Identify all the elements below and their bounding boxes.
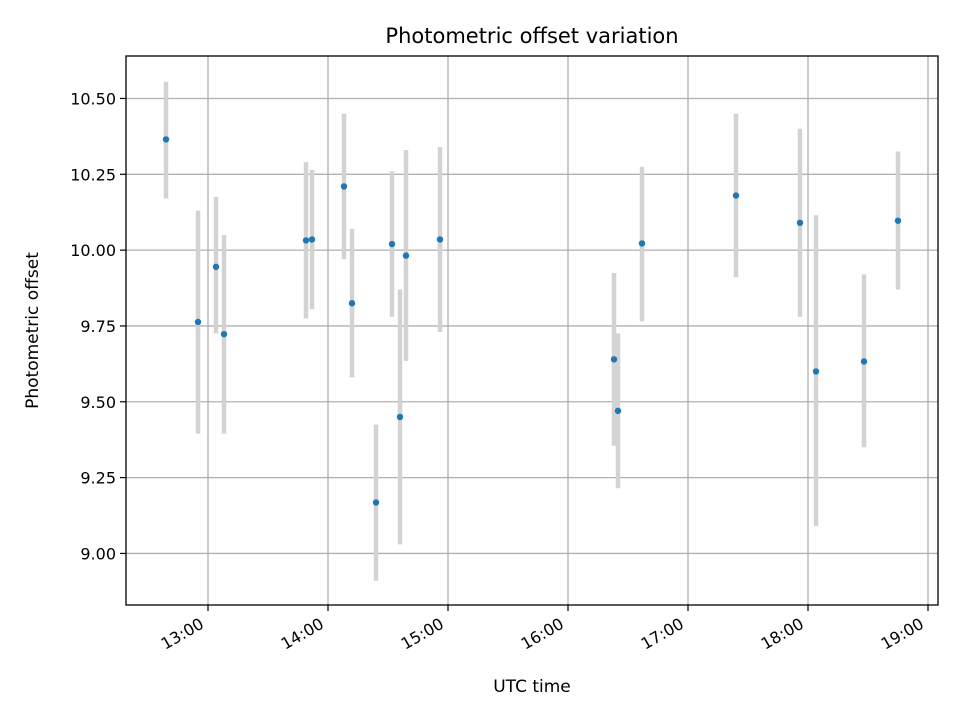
error-bars <box>163 81 901 581</box>
x-tick-label: 16:00 <box>518 614 567 654</box>
data-point <box>638 240 646 247</box>
data-point <box>220 330 228 338</box>
data-point <box>388 240 396 248</box>
data-point <box>162 136 170 143</box>
data-point <box>860 358 868 365</box>
x-axis-label: UTC time <box>493 677 571 697</box>
data-points <box>162 136 902 506</box>
data-point <box>372 499 380 506</box>
data-point <box>340 183 348 190</box>
y-tick-label: 10.50 <box>70 89 116 108</box>
y-tick-label: 9.25 <box>80 469 116 488</box>
data-point <box>396 413 404 421</box>
y-tick-label: 9.50 <box>80 393 116 412</box>
data-point <box>194 318 202 326</box>
data-point <box>796 219 804 227</box>
data-point <box>812 368 820 375</box>
data-point <box>402 252 410 259</box>
data-point <box>894 217 902 224</box>
y-tick-label: 9.75 <box>80 317 116 336</box>
data-point <box>436 236 444 243</box>
y-tick-label: 10.25 <box>70 165 116 184</box>
data-point <box>348 300 356 307</box>
plot-area-frame <box>125 55 939 606</box>
grid-lines <box>126 56 938 605</box>
x-tick-label: 18:00 <box>758 614 807 654</box>
x-tick-label: 15:00 <box>398 614 447 654</box>
y-axis-label: Photometric offset <box>23 252 43 409</box>
data-point <box>610 356 618 363</box>
data-point <box>732 192 740 199</box>
x-tick-label: 14:00 <box>278 614 327 654</box>
chart-title: Photometric offset variation <box>385 24 678 48</box>
data-point <box>308 236 316 243</box>
x-tick-label: 17:00 <box>638 614 687 654</box>
data-point <box>212 263 220 271</box>
x-tick-label: 13:00 <box>158 614 207 654</box>
data-point <box>614 407 622 415</box>
y-tick-label: 9.00 <box>80 544 116 563</box>
x-tick-label: 19:00 <box>878 614 927 654</box>
y-tick-label: 10.00 <box>70 241 116 260</box>
data-point <box>302 237 310 244</box>
